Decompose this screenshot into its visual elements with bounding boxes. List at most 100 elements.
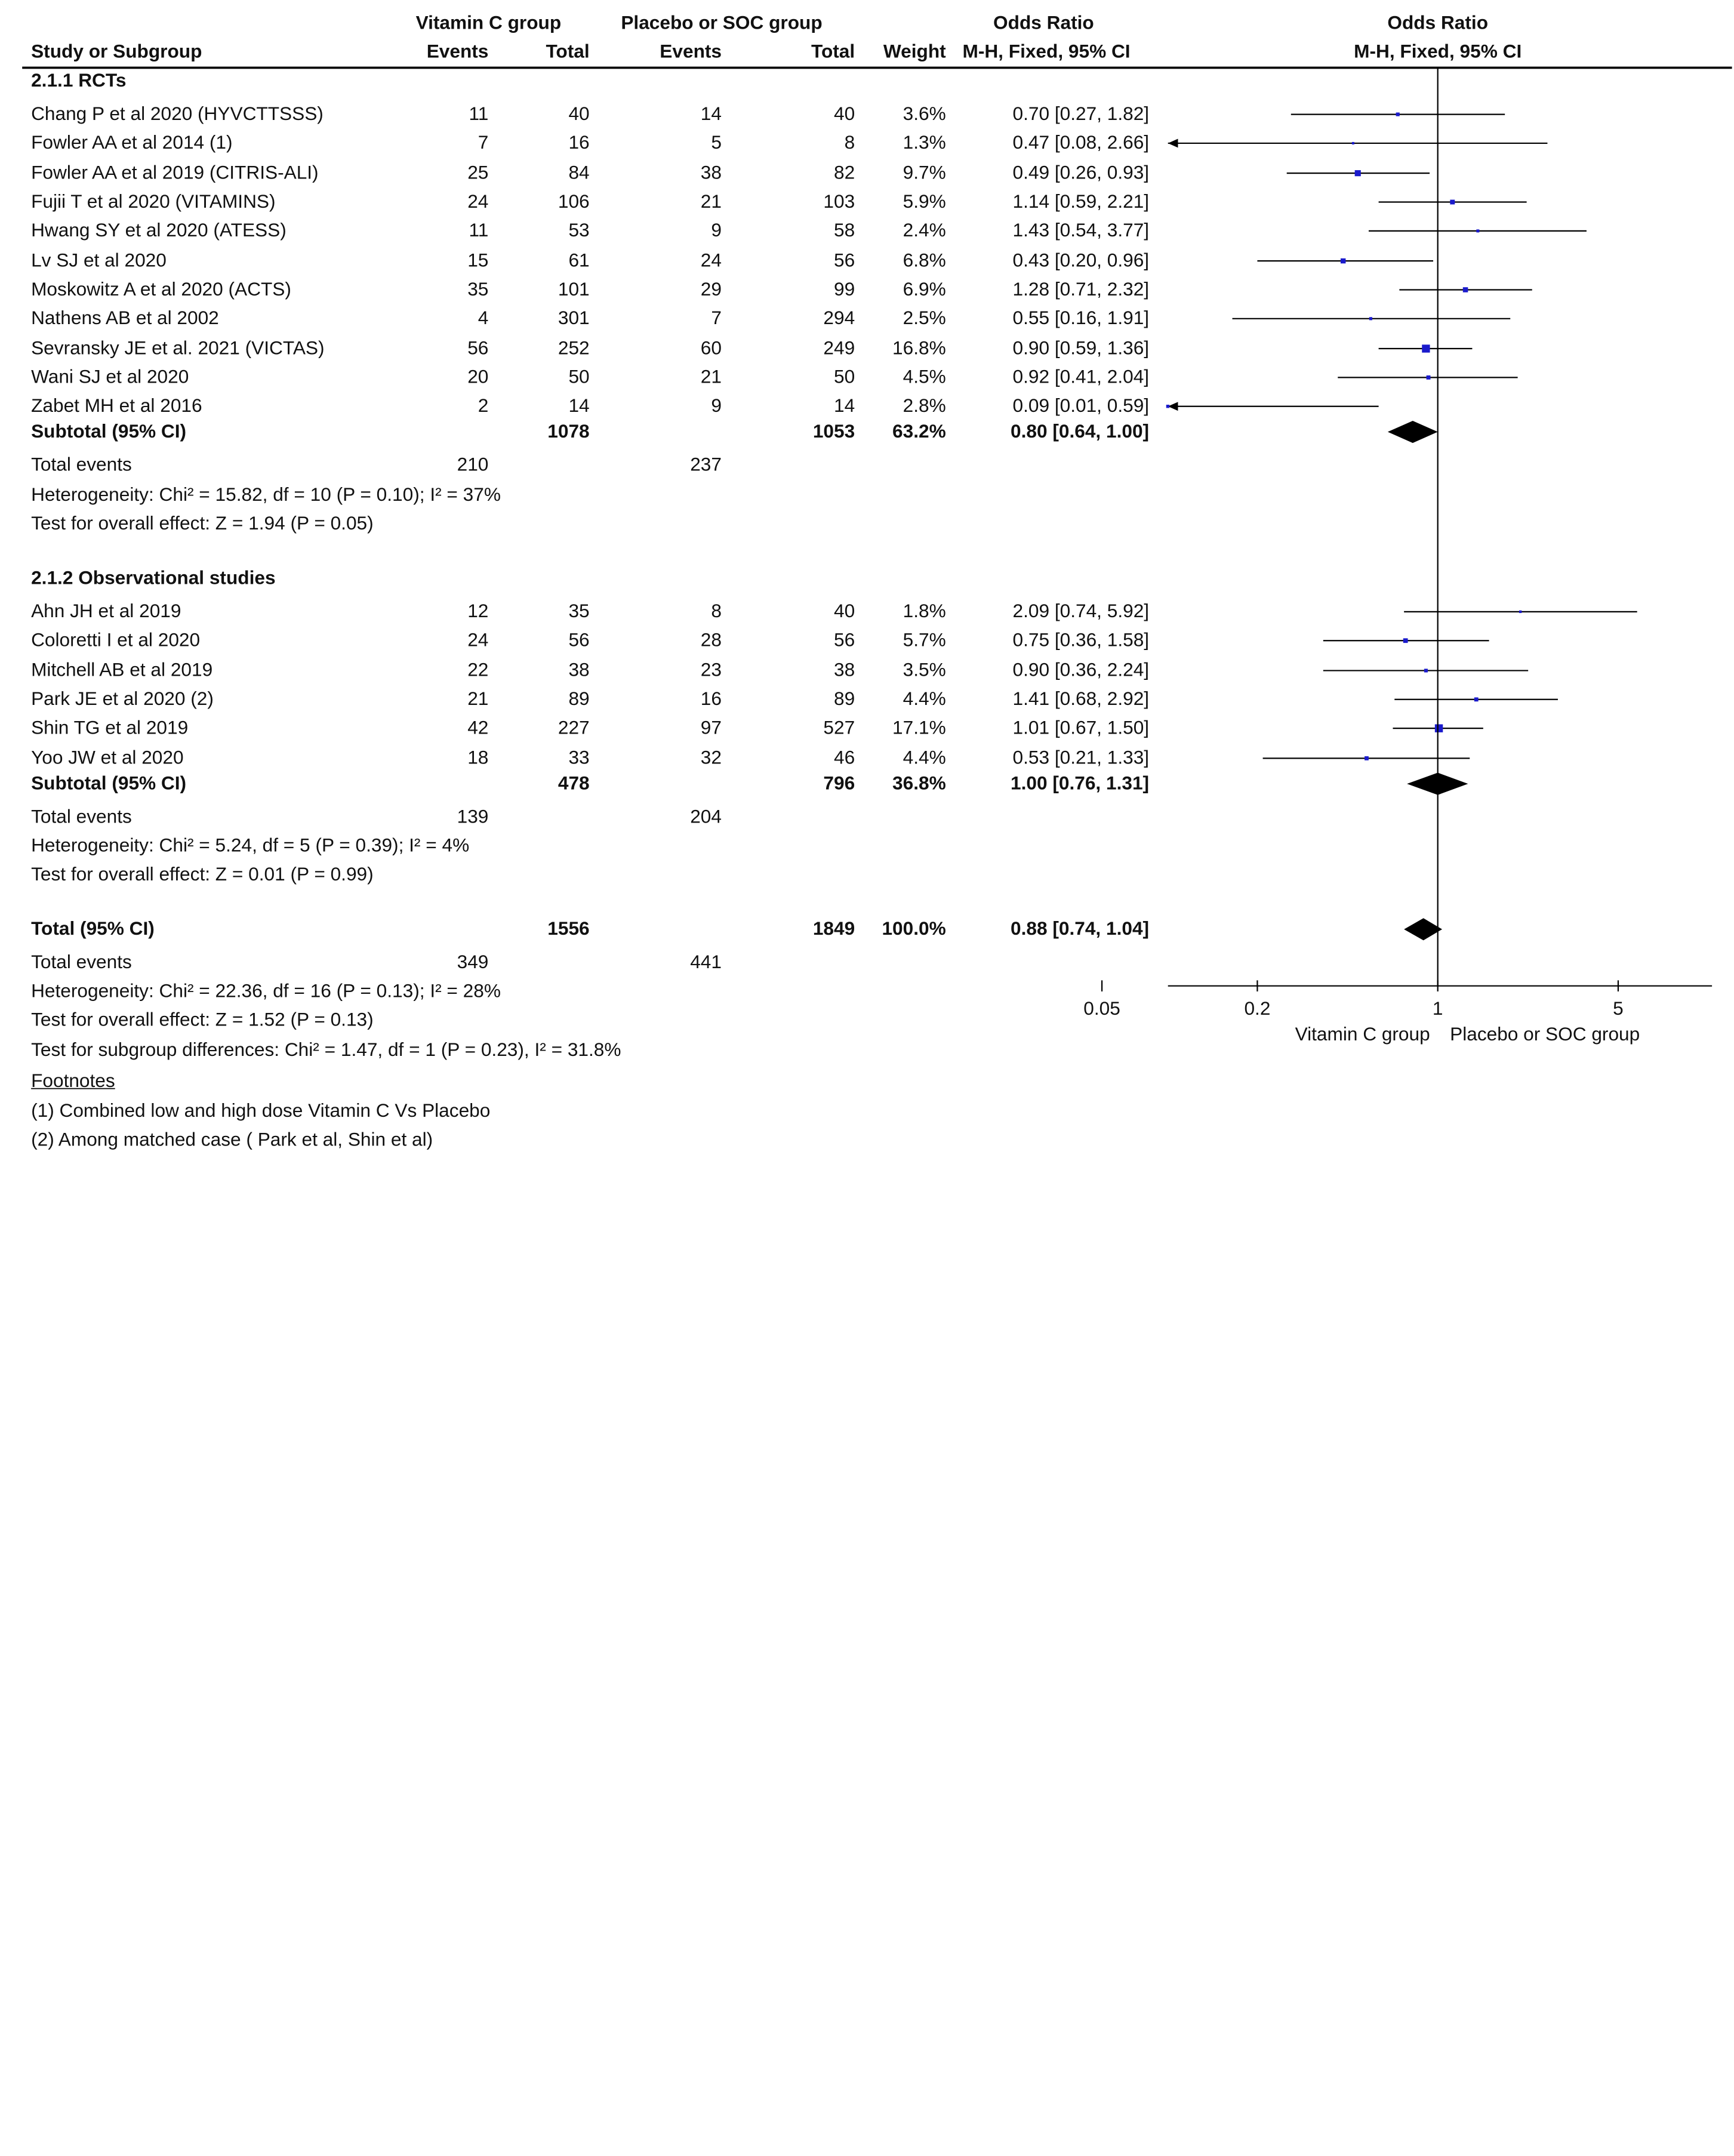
rct-subtotal-ci: 0.80 [0.64, 1.00] [1011, 420, 1150, 442]
rct-study-2-ci-arrow [1168, 138, 1178, 148]
x-tick-label-2: 0.2 [1244, 997, 1270, 1019]
obs-study-6-point [1365, 756, 1369, 760]
rct-study-5-events1: 11 [469, 220, 489, 241]
rct-study-11-total2: 14 [834, 395, 855, 417]
rct-study-5-name: Hwang SY et al 2020 (ATESS) [31, 220, 287, 241]
rct-study-1-weight: 3.6% [903, 103, 946, 125]
obs-study-2-events2: 28 [700, 629, 722, 651]
obs-study-3-events2: 23 [700, 659, 722, 681]
obs-study-6-events2: 32 [700, 747, 722, 769]
obs-study-1-total2: 40 [834, 600, 855, 622]
rct-study-6-ci: 0.43 [0.20, 0.96] [1012, 250, 1150, 271]
rct-study-7-name: Moskowitz A et al 2020 (ACTS) [31, 278, 291, 300]
rct-study-2-events2: 5 [711, 132, 722, 153]
overall-total1: 1556 [547, 918, 590, 940]
rct-study-6-total1: 61 [568, 250, 590, 271]
favours-right-label: Placebo or SOC group [1450, 1023, 1640, 1045]
obs-study-3-weight: 3.5% [903, 659, 946, 681]
obs-study-6-weight: 4.4% [903, 747, 946, 769]
rct-study-9-events2: 60 [700, 337, 722, 359]
rct-study-8-ci: 0.55 [0.16, 1.91] [1012, 307, 1150, 329]
rct-study-1-ci: 0.70 [0.27, 1.82] [1012, 103, 1150, 125]
rct-study-7-events1: 35 [467, 278, 489, 300]
rct-study-11-events1: 2 [478, 395, 489, 417]
rct-study-6-events2: 24 [700, 250, 722, 271]
rct-study-2-point [1351, 141, 1354, 144]
obs-study-5-ci: 1.01 [0.67, 1.50] [1012, 717, 1150, 738]
rct-study-10-events2: 21 [700, 366, 722, 388]
rct-study-11-point [1166, 405, 1170, 408]
rct-study-11-name: Zabet MH et al 2016 [31, 395, 202, 417]
footnotes-title: Footnotes [31, 1070, 115, 1092]
odds-ratio-plot-header: Odds Ratio [1387, 12, 1489, 33]
obs-study-2-point [1403, 638, 1408, 643]
rct-study-2-total1: 16 [568, 132, 590, 153]
obs-study-3-name: Mitchell AB et al 2019 [31, 659, 213, 681]
obs-study-4-events2: 16 [700, 688, 722, 710]
overall-total-events1: 349 [457, 951, 489, 973]
rct-study-2-total2: 8 [844, 132, 855, 153]
obs-study-4-events1: 21 [467, 688, 489, 710]
rct-study-9-point [1422, 344, 1430, 353]
rct-study-3-total1: 84 [568, 162, 590, 183]
overall-diamond [1404, 918, 1443, 941]
rct-study-4-ci: 1.14 [0.59, 2.21] [1012, 190, 1150, 212]
obs-subtotal-total1: 478 [558, 772, 590, 794]
overall-heterogeneity: Heterogeneity: Chi² = 22.36, df = 16 (P … [31, 980, 501, 1002]
obs-study-6-total1: 33 [568, 747, 590, 769]
obs-study-4-total2: 89 [834, 688, 855, 710]
rct-study-11-ci-arrow [1168, 402, 1178, 411]
rct-study-8-events2: 7 [711, 307, 722, 329]
rct-study-11-total1: 14 [568, 395, 590, 417]
obs-study-1-ci: 2.09 [0.74, 5.92] [1012, 600, 1150, 622]
rct-study-7-total2: 99 [834, 278, 855, 300]
obs-study-4-point [1474, 697, 1479, 702]
method-column-header: M-H, Fixed, 95% CI [962, 41, 1131, 63]
weight-column-header: Weight [883, 41, 946, 63]
obs-study-5-events1: 42 [467, 717, 489, 738]
rct-study-8-total1: 301 [558, 307, 590, 329]
rct-study-10-point [1426, 375, 1431, 380]
rct-study-5-ci: 1.43 [0.54, 3.77] [1012, 220, 1150, 241]
events1-column-header: Events [426, 41, 489, 63]
rct-study-8-name: Nathens AB et al 2002 [31, 307, 219, 329]
obs-study-5-name: Shin TG et al 2019 [31, 717, 189, 738]
rct-study-4-total2: 103 [823, 190, 855, 212]
obs-subgroup-title: 2.1.2 Observational studies [31, 567, 276, 589]
obs-study-5-point [1434, 724, 1443, 732]
rct-study-10-ci: 0.92 [0.41, 2.04] [1012, 366, 1150, 388]
rct-study-9-ci: 0.90 [0.59, 1.36] [1012, 337, 1150, 359]
rct-study-4-total1: 106 [558, 190, 590, 212]
header-rule [22, 66, 1732, 69]
rct-overall-effect: Test for overall effect: Z = 1.94 (P = 0… [31, 513, 374, 534]
obs-study-3-total1: 38 [568, 659, 590, 681]
obs-study-6-events1: 18 [467, 747, 489, 769]
overall-total2: 1849 [812, 918, 855, 940]
rct-study-11-events2: 9 [711, 395, 722, 417]
rct-total-events1: 210 [457, 454, 489, 476]
vitc-group-header: Vitamin C group [415, 12, 562, 33]
obs-study-1-total1: 35 [568, 600, 590, 622]
total2-column-header: Total [811, 41, 855, 63]
obs-study-5-total1: 227 [558, 717, 590, 738]
rct-study-5-events2: 9 [711, 220, 722, 241]
rct-study-1-point [1396, 112, 1400, 116]
rct-study-10-total1: 50 [568, 366, 590, 388]
total1-column-header: Total [546, 41, 590, 63]
rct-study-8-weight: 2.5% [903, 307, 946, 329]
footnote-2: (2) Among matched case ( Park et al, Shi… [31, 1129, 433, 1150]
subgroup-differences: Test for subgroup differences: Chi² = 1.… [31, 1039, 621, 1061]
rct-study-1-name: Chang P et al 2020 (HYVCTTSSS) [31, 103, 324, 125]
obs-total-events1: 139 [457, 806, 489, 827]
rct-study-3-weight: 9.7% [903, 162, 946, 183]
rct-study-2-ci: 0.47 [0.08, 2.66] [1012, 132, 1150, 153]
rct-study-3-ci: 0.49 [0.26, 0.93] [1012, 162, 1150, 183]
obs-study-5-events2: 97 [700, 717, 722, 738]
rct-subgroup-title: 2.1.1 RCTs [31, 70, 127, 91]
rct-study-9-total1: 252 [558, 337, 590, 359]
method-plot-header: M-H, Fixed, 95% CI [1354, 41, 1522, 63]
obs-study-2-weight: 5.7% [903, 629, 946, 651]
rct-study-1-events1: 11 [469, 103, 489, 125]
footnote-1: (1) Combined low and high dose Vitamin C… [31, 1100, 491, 1122]
